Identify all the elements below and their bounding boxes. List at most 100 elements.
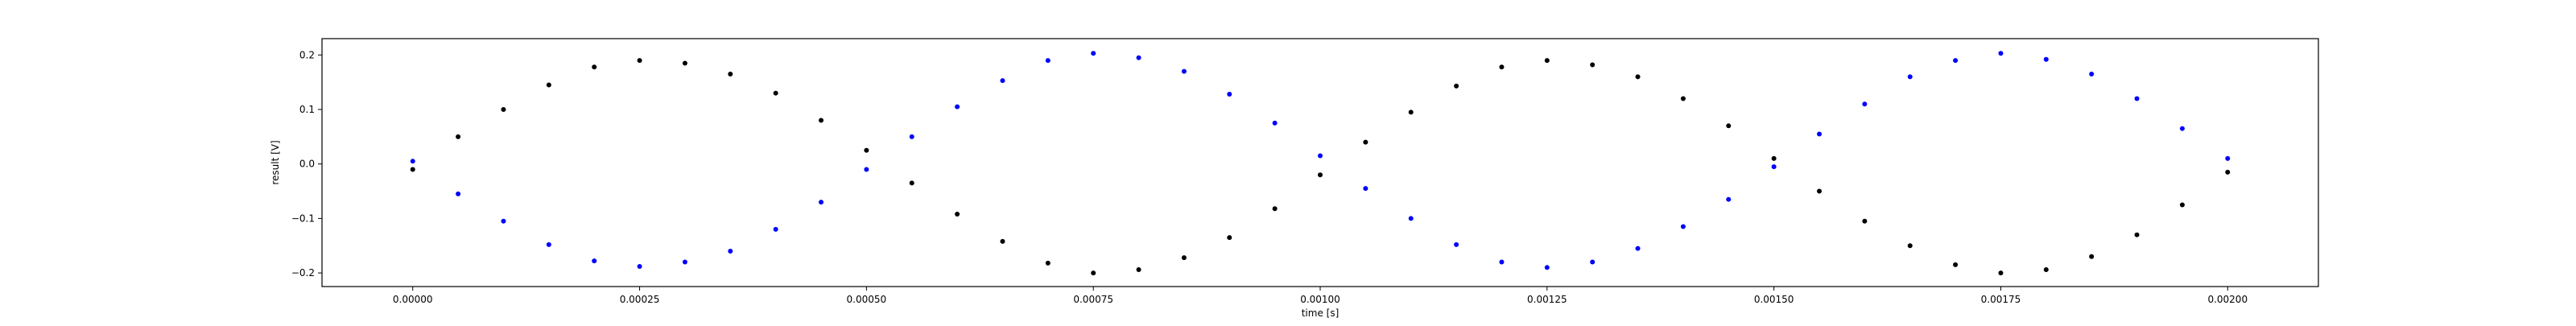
data-point [1499,259,1505,265]
data-point [592,258,597,264]
data-point [546,241,551,247]
data-point [1998,270,2004,276]
y-tick-label: 0.2 [299,49,315,60]
data-point [909,134,914,139]
y-tick-label: 0.1 [299,104,315,115]
data-point [637,263,642,269]
data-point [864,167,869,172]
data-point [1680,224,1686,229]
data-point [410,159,415,164]
data-point [1862,218,1868,224]
data-point [1454,241,1459,247]
data-point [592,64,597,70]
data-point [1544,58,1550,64]
data-point [1363,139,1368,145]
data-point [909,180,914,186]
data-point [1181,68,1187,74]
data-point [1091,270,1096,276]
y-tick-label: −0.2 [291,267,315,279]
data-point [2043,56,2049,62]
data-point [1181,255,1187,261]
data-point [2089,72,2095,76]
data-point [2089,254,2095,259]
data-point [1227,92,1232,97]
data-point [456,191,461,196]
data-point [1408,216,1414,221]
data-point [1318,172,1323,178]
data-point [1726,123,1732,129]
data-point [637,58,642,64]
data-point [1907,74,1913,80]
data-point [682,60,687,66]
x-tick-label: 0.00175 [1981,294,2021,305]
data-point [2043,267,2049,273]
data-point [819,118,824,123]
x-tick-label: 0.00050 [847,294,887,305]
data-point [1272,120,1278,126]
data-point [2225,155,2231,161]
data-point [728,72,733,76]
y-tick-label: −0.1 [291,213,315,224]
data-point [2225,169,2231,175]
data-point [1136,55,1141,60]
series-1 [410,51,2231,270]
data-point [682,259,687,265]
data-point [2134,96,2140,101]
data-point [1635,246,1641,251]
data-point [728,249,733,254]
data-point [1091,51,1096,56]
data-point [1817,131,1822,137]
marks-layer [410,51,2231,276]
x-tick-label: 0.00200 [2207,294,2248,305]
x-axis-label: time [s] [1302,307,1340,319]
x-tick-label: 0.00075 [1073,294,1113,305]
data-point [1363,186,1368,192]
data-point [1635,74,1641,80]
data-point [819,200,824,205]
series-0 [410,58,2231,276]
data-point [1454,83,1459,89]
x-tick-label: 0.00125 [1527,294,1567,305]
data-point [1953,58,1959,64]
data-point [2179,202,2185,208]
data-point [1045,58,1051,64]
x-tick-label: 0.00025 [620,294,660,305]
data-point [955,104,960,109]
data-point [1726,196,1732,202]
data-point [1953,262,1959,267]
data-point [1544,265,1550,270]
data-point [456,134,461,139]
data-point [773,226,778,232]
y-axis-label: result [V] [270,140,281,184]
data-point [501,107,506,112]
data-point [1817,188,1822,194]
data-point [410,167,415,172]
plot-frame [321,38,2319,287]
x-tick-label: 0.00100 [1300,294,1340,305]
data-point [1318,153,1323,159]
data-point [1590,259,1596,265]
y-tick-label: 0.0 [299,159,315,170]
data-point [546,82,551,88]
data-point [1272,206,1278,212]
data-point [773,90,778,96]
data-point [1408,109,1414,115]
data-point [1590,62,1596,68]
data-point [1499,64,1505,70]
ticks-layer: 0.00000 0.00025 0.00050 0.00075 0.00100 0.001… [291,49,2248,305]
data-point [2134,232,2140,237]
data-point [1000,78,1005,84]
x-tick-label: 0.00150 [1754,294,1794,305]
data-point [1907,243,1913,249]
data-point [1771,155,1777,161]
data-point [1680,96,1686,101]
data-point [1862,101,1868,107]
data-point [1227,235,1232,241]
data-point [1045,260,1051,266]
data-point [955,211,960,217]
data-point [2179,126,2185,131]
data-point [864,147,869,153]
x-tick-label: 0.00000 [393,294,433,305]
